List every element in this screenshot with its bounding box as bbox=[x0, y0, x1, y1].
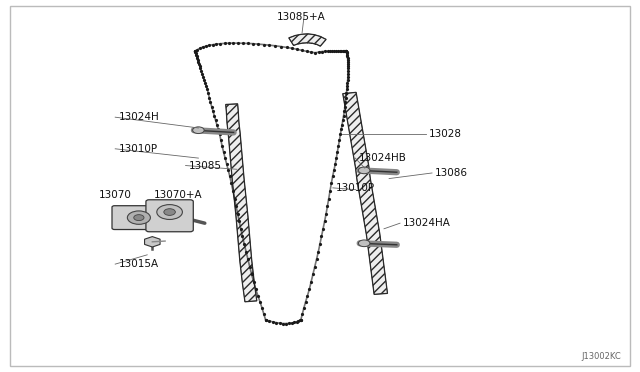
Text: J13002KC: J13002KC bbox=[581, 352, 621, 361]
Polygon shape bbox=[226, 104, 257, 302]
Text: 13028: 13028 bbox=[429, 129, 462, 139]
Text: 13070: 13070 bbox=[99, 190, 132, 200]
Text: 13024H: 13024H bbox=[118, 112, 159, 122]
Text: 13070+A: 13070+A bbox=[154, 190, 202, 200]
Circle shape bbox=[127, 211, 150, 224]
Circle shape bbox=[193, 127, 204, 134]
Text: 13024HA: 13024HA bbox=[403, 218, 451, 228]
Circle shape bbox=[164, 209, 175, 215]
FancyBboxPatch shape bbox=[146, 200, 193, 232]
Polygon shape bbox=[289, 34, 326, 46]
Text: 13024HB: 13024HB bbox=[358, 153, 406, 163]
Polygon shape bbox=[343, 92, 387, 294]
Circle shape bbox=[157, 205, 182, 219]
Text: 13086: 13086 bbox=[435, 168, 468, 178]
FancyBboxPatch shape bbox=[112, 206, 166, 230]
Circle shape bbox=[134, 215, 144, 221]
Circle shape bbox=[358, 167, 370, 174]
Text: 13010P: 13010P bbox=[118, 144, 157, 154]
Text: 13085: 13085 bbox=[189, 161, 222, 170]
Text: 13085+A: 13085+A bbox=[276, 12, 325, 22]
Text: 13015A: 13015A bbox=[118, 259, 159, 269]
Circle shape bbox=[358, 240, 370, 247]
Text: 13010P: 13010P bbox=[336, 183, 375, 193]
